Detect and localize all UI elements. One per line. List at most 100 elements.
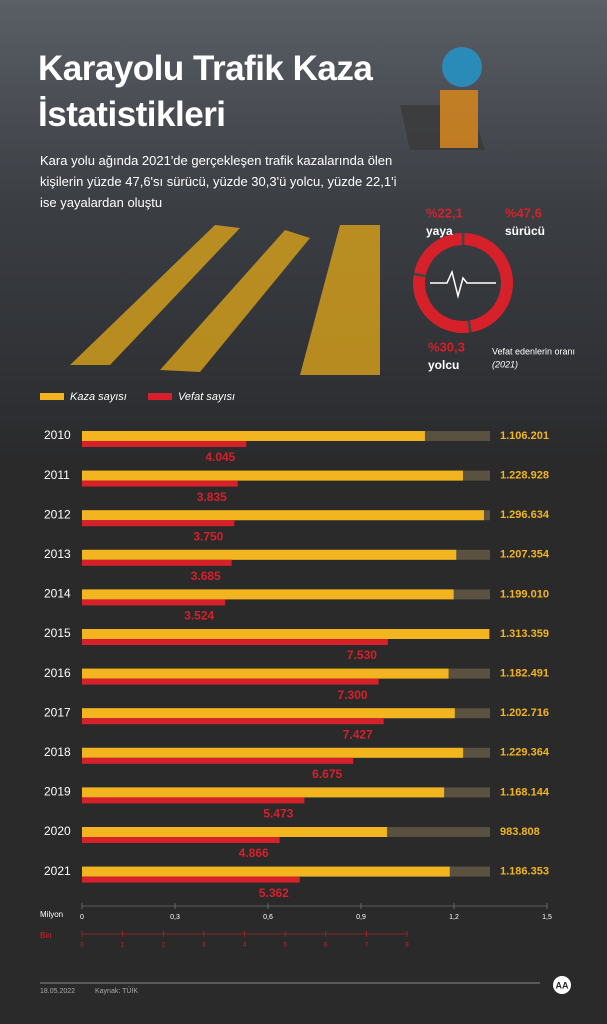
accident-label: 1.207.354: [500, 549, 550, 561]
death-label: 5.473: [263, 807, 293, 821]
death-label: 3.524: [184, 609, 214, 623]
year-label: 2016: [44, 666, 71, 680]
title: Karayolu Trafik Kaza İstatistikleri: [38, 49, 373, 134]
x2-tick-label: 2: [162, 943, 166, 949]
bar-death: [82, 757, 354, 764]
death-label: 7.530: [347, 648, 377, 662]
year-label: 2019: [44, 785, 71, 799]
bar-accident: [82, 629, 490, 639]
x2-tick-label: 0: [80, 943, 84, 949]
bar-death: [82, 876, 300, 883]
x-tick-label: 0,9: [356, 914, 366, 921]
bar-death: [82, 639, 388, 645]
accident-label: 1.199.010: [500, 588, 549, 600]
death-label: 4.866: [239, 846, 269, 860]
x-tick-label: 0: [80, 914, 84, 921]
year-label: 2010: [44, 428, 71, 442]
accident-label: 983.808: [500, 826, 540, 838]
legend-swatch: [40, 393, 64, 400]
death-label: 7.427: [343, 727, 373, 741]
slice-value: %47,6: [505, 205, 542, 220]
year-label: 2020: [44, 824, 71, 838]
accident-label: 1.168.144: [500, 786, 550, 798]
bar-accident: [82, 431, 425, 441]
year-label: 2017: [44, 705, 71, 719]
slice-label: sürücü: [505, 224, 545, 238]
bar-accident: [82, 668, 449, 679]
accident-label: 1.229.364: [500, 747, 550, 759]
x-axis-label: Milyon: [40, 910, 63, 919]
year-label: 2011: [44, 468, 70, 482]
x2-tick-label: 8: [405, 943, 409, 949]
slice-label: yolcu: [428, 358, 459, 372]
legend-swatch: [148, 393, 172, 400]
x2-tick-label: 6: [324, 943, 328, 949]
bar-death: [82, 678, 379, 685]
bar-death: [82, 718, 384, 725]
death-label: 7.300: [338, 688, 368, 702]
year-label: 2013: [44, 547, 71, 561]
heartbeat: [430, 269, 496, 299]
slice-value: %22,1: [426, 205, 463, 220]
year-label: 2015: [44, 626, 71, 640]
bar-accident: [82, 866, 450, 877]
x-tick-label: 0,3: [170, 914, 180, 921]
bar-accident: [82, 787, 445, 798]
donut-caption: Vefat edenlerin oranı: [492, 346, 575, 356]
bar-accident: [82, 827, 387, 837]
donut-slice: [464, 233, 514, 333]
x2-tick-label: 5: [283, 943, 287, 949]
bar-accident: [82, 470, 463, 481]
donut-year: (2021): [492, 359, 518, 369]
footer-source: Kaynak: TÜİK: [95, 986, 138, 995]
legend-label: Vefat sayısı: [178, 391, 235, 403]
death-label: 4.045: [205, 450, 235, 464]
donut-slice: [414, 233, 462, 275]
slice-value: %30,3: [428, 339, 465, 354]
bar-death: [82, 837, 280, 843]
accident-label: 1.106.201: [500, 430, 549, 442]
death-label: 3.685: [191, 569, 221, 583]
accident-label: 1.228.928: [500, 470, 549, 482]
bar-accident: [82, 747, 464, 758]
accident-label: 1.186.353: [500, 866, 549, 878]
x2-axis-label: Bin: [40, 931, 52, 940]
death-label: 3.750: [193, 529, 223, 543]
death-label: 3.835: [197, 490, 227, 504]
bar-death: [82, 559, 232, 566]
donut-slice: [413, 275, 470, 333]
death-label: 5.362: [259, 886, 289, 900]
sign: [442, 47, 482, 87]
x2-tick-label: 3: [202, 943, 206, 949]
year-label: 2012: [44, 507, 71, 521]
road-marks: [70, 90, 485, 375]
bar-death: [82, 441, 247, 447]
bar-accident: [82, 708, 455, 719]
bar-accident: [82, 510, 484, 521]
year-label: 2014: [44, 587, 71, 601]
x2-tick-label: 4: [243, 943, 247, 949]
footer-date: 18.05.2022: [40, 988, 75, 995]
subtitle: Kara yolu ağında 2021'de gerçekleşen tra…: [40, 153, 397, 210]
bar-death: [82, 520, 235, 527]
year-label: 2018: [44, 745, 71, 759]
bar-death: [82, 480, 238, 487]
bar-accident: [82, 589, 454, 600]
death-label: 6.675: [312, 767, 342, 781]
legend-label: Kaza sayısı: [70, 391, 127, 403]
accident-label: 1.182.491: [500, 668, 549, 680]
x-tick-label: 0,6: [263, 914, 273, 921]
bar-death: [82, 599, 226, 606]
x2-tick-label: 7: [365, 943, 369, 949]
accident-label: 1.313.359: [500, 628, 549, 640]
logo-bg: [553, 976, 571, 994]
x-tick-label: 1,2: [449, 914, 459, 921]
slice-label: yaya: [426, 224, 453, 238]
x2-tick-label: 1: [121, 943, 125, 949]
accident-label: 1.202.716: [500, 707, 549, 719]
year-label: 2021: [44, 864, 71, 878]
bar-death: [82, 797, 305, 804]
logo: AA: [556, 980, 569, 990]
